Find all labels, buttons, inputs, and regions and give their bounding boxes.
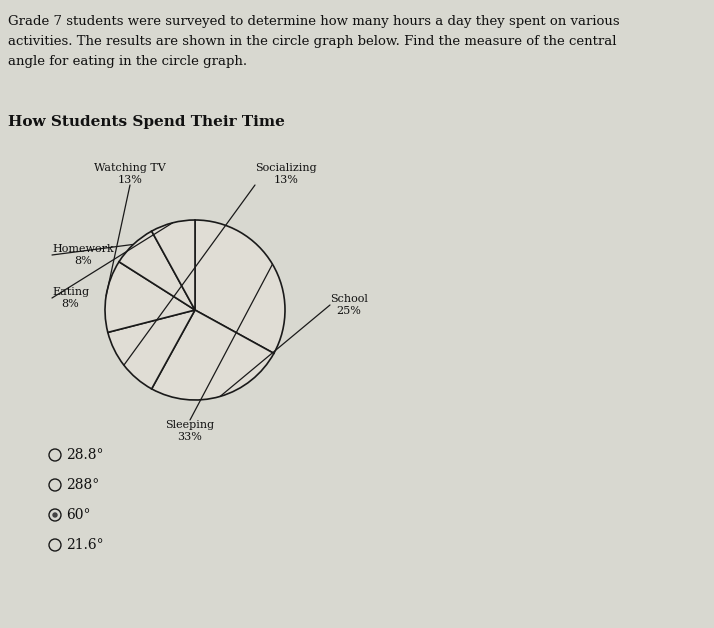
Text: Homework
8%: Homework 8%	[52, 244, 114, 266]
Text: 28.8°: 28.8°	[66, 448, 104, 462]
Text: Watching TV
13%: Watching TV 13%	[94, 163, 166, 185]
Wedge shape	[195, 220, 285, 354]
Text: School
25%: School 25%	[330, 294, 368, 316]
Wedge shape	[105, 262, 195, 332]
Text: How Students Spend Their Time: How Students Spend Their Time	[8, 115, 285, 129]
Text: angle for eating in the circle graph.: angle for eating in the circle graph.	[8, 55, 247, 68]
Wedge shape	[151, 220, 195, 310]
Circle shape	[49, 509, 61, 521]
Circle shape	[52, 512, 58, 517]
Wedge shape	[119, 231, 195, 310]
Text: Socializing
13%: Socializing 13%	[255, 163, 316, 185]
Text: Eating
8%: Eating 8%	[52, 287, 89, 309]
Text: Grade 7 students were surveyed to determine how many hours a day they spent on v: Grade 7 students were surveyed to determ…	[8, 15, 620, 28]
Text: Sleeping
33%: Sleeping 33%	[166, 420, 215, 441]
Text: activities. The results are shown in the circle graph below. Find the measure of: activities. The results are shown in the…	[8, 35, 616, 48]
Circle shape	[49, 539, 61, 551]
Text: 21.6°: 21.6°	[66, 538, 104, 552]
Wedge shape	[108, 310, 195, 389]
Text: 60°: 60°	[66, 508, 91, 522]
Wedge shape	[151, 310, 274, 400]
Circle shape	[49, 449, 61, 461]
Text: 288°: 288°	[66, 478, 99, 492]
Circle shape	[49, 479, 61, 491]
